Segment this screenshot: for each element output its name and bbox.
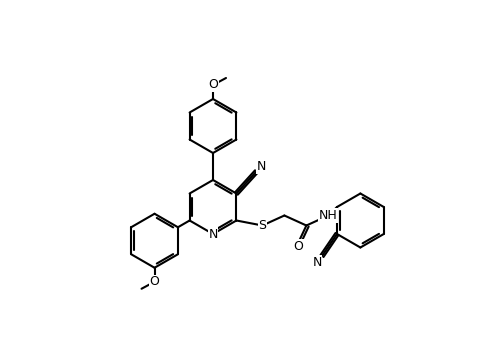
Text: N: N — [257, 160, 266, 173]
Text: O: O — [208, 78, 218, 92]
Text: N: N — [312, 256, 322, 269]
Text: N: N — [208, 227, 217, 240]
Text: O: O — [150, 275, 159, 288]
Text: S: S — [258, 219, 266, 232]
Text: NH: NH — [319, 209, 338, 222]
Text: O: O — [293, 240, 304, 253]
